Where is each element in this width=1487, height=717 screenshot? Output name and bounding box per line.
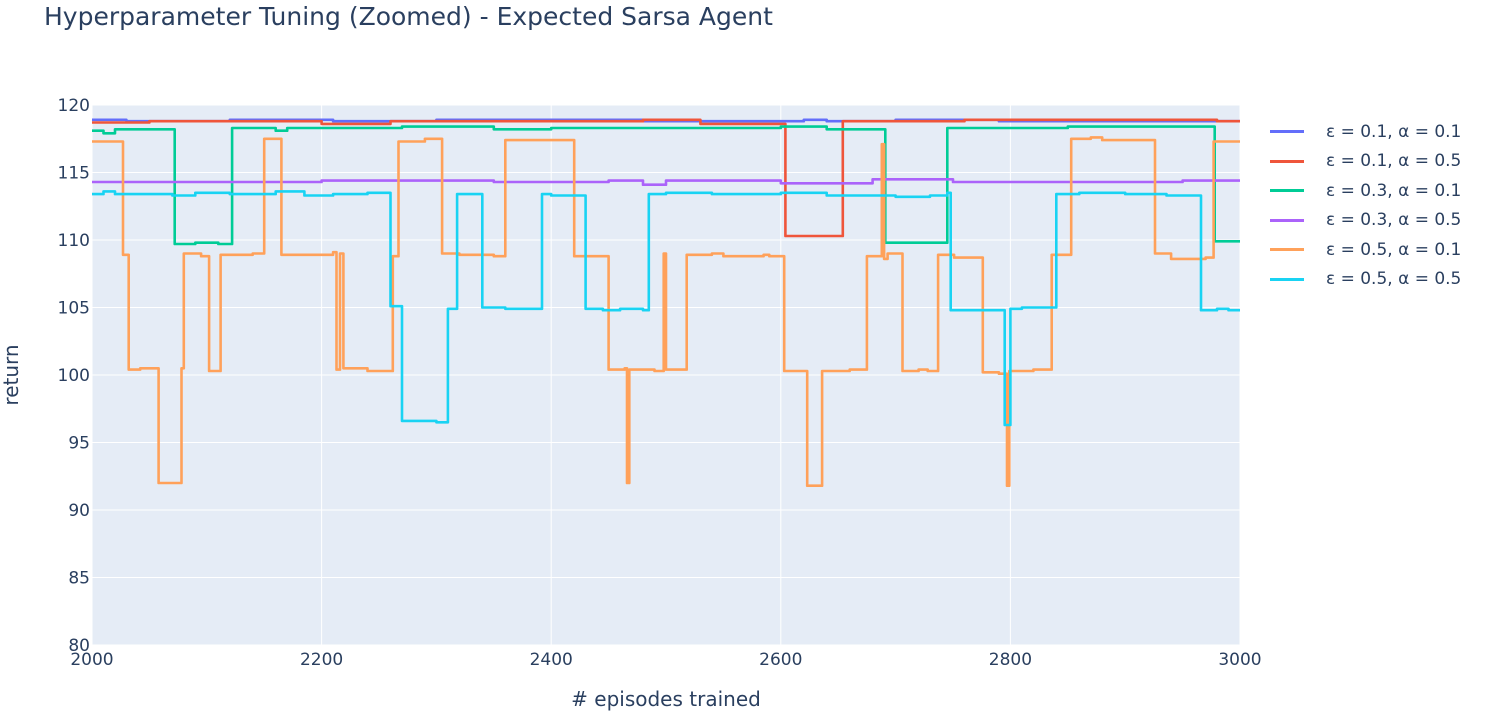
x-tick-label: 2400 xyxy=(530,650,573,670)
legend-swatch xyxy=(1270,248,1304,252)
y-tick-label: 100 xyxy=(58,366,90,386)
y-tick-label: 90 xyxy=(68,501,90,521)
chart-title: Hyperparameter Tuning (Zoomed) - Expecte… xyxy=(44,2,773,31)
x-tick-label: 2000 xyxy=(70,650,113,670)
y-tick-label: 120 xyxy=(58,96,90,116)
series-line-5[interactable] xyxy=(92,136,1240,488)
legend[interactable]: ε = 0.1, α = 0.1 ε = 0.1, α = 0.5 ε = 0.3,… xyxy=(1270,117,1461,294)
legend-swatch xyxy=(1270,277,1304,281)
legend-label: ε = 0.1, α = 0.1 xyxy=(1326,121,1462,142)
legend-label: ε = 0.5, α = 0.5 xyxy=(1326,269,1462,290)
legend-swatch xyxy=(1270,159,1304,163)
legend-label: ε = 0.5, α = 0.1 xyxy=(1326,239,1462,260)
legend-item-6[interactable]: ε = 0.5, α = 0.5 xyxy=(1270,265,1461,295)
y-tick-label: 85 xyxy=(68,569,90,589)
x-tick-label: 2800 xyxy=(989,650,1032,670)
legend-item-3[interactable]: ε = 0.3, α = 0.1 xyxy=(1270,176,1461,206)
y-tick-label: 95 xyxy=(68,434,90,454)
y-tick-label: 80 xyxy=(68,636,90,656)
legend-label: ε = 0.1, α = 0.5 xyxy=(1326,151,1462,172)
legend-item-4[interactable]: ε = 0.3, α = 0.5 xyxy=(1270,206,1461,236)
series-line-2[interactable] xyxy=(92,118,1240,238)
x-axis-title: # episodes trained xyxy=(571,687,761,711)
series-lines[interactable] xyxy=(92,118,1240,488)
x-tick-label: 3000 xyxy=(1218,650,1261,670)
x-tick-label: 2600 xyxy=(759,650,802,670)
series-line-3[interactable] xyxy=(92,125,1240,246)
legend-swatch xyxy=(1270,218,1304,222)
y-tick-label: 115 xyxy=(58,164,90,184)
y-axis-title: return xyxy=(0,344,23,405)
legend-swatch xyxy=(1270,189,1304,193)
legend-label: ε = 0.3, α = 0.5 xyxy=(1326,210,1462,231)
series-line-4[interactable] xyxy=(92,178,1240,186)
x-tick-label: 2200 xyxy=(300,650,343,670)
legend-swatch xyxy=(1270,130,1304,134)
y-tick-label: 110 xyxy=(58,231,90,251)
legend-item-2[interactable]: ε = 0.1, α = 0.5 xyxy=(1270,147,1461,177)
legend-item-1[interactable]: ε = 0.1, α = 0.1 xyxy=(1270,117,1461,147)
tick-labels: 2000 2200 2400 2600 2800 3000 80 85 90 95 100 105 11… xyxy=(58,96,1262,670)
y-tick-label: 105 xyxy=(58,299,90,319)
series-line-6[interactable] xyxy=(92,190,1240,427)
legend-label: ε = 0.3, α = 0.1 xyxy=(1326,180,1462,201)
legend-item-5[interactable]: ε = 0.5, α = 0.1 xyxy=(1270,235,1461,265)
